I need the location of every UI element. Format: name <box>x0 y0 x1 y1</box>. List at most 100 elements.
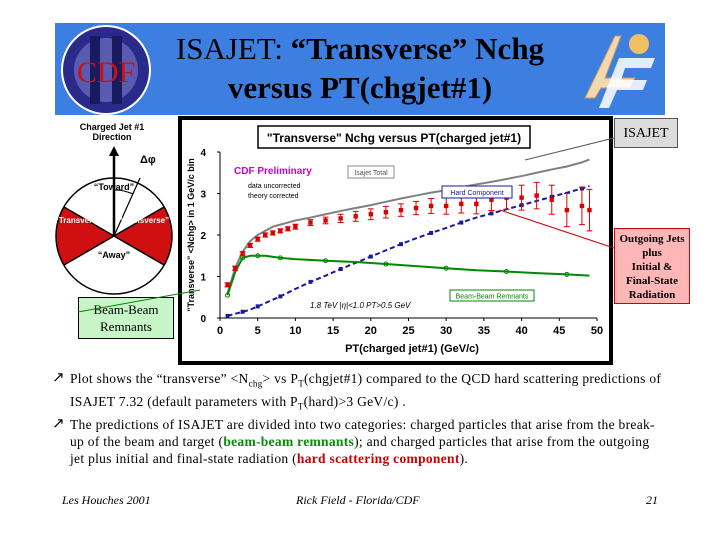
bb-remnants-box <box>449 289 535 302</box>
hard-component-point <box>255 304 260 309</box>
transverse-right-label: “Transverse” <box>118 216 170 225</box>
isajet-tag: ISAJET <box>614 118 678 148</box>
title-line1: “Transverse” Nchg <box>290 31 545 66</box>
footer-center: Rick Field - Florida/CDF <box>296 493 420 507</box>
x-tick-label: 50 <box>591 325 603 337</box>
hard-component-point <box>459 220 464 225</box>
data-point <box>459 201 464 207</box>
y-tick-label: 0 <box>200 314 206 325</box>
chart-title-box <box>257 125 531 149</box>
series-line-isajet-total <box>226 158 590 294</box>
x-tick-label: 45 <box>553 325 565 337</box>
data-point <box>564 207 570 213</box>
x-tick-label: 25 <box>402 325 414 337</box>
cdf-logo: CDF <box>61 25 151 115</box>
uncorrected-label: data uncorrected <box>248 183 301 190</box>
beam-beam-point <box>225 292 231 298</box>
data-point <box>368 212 373 217</box>
x-tick-label: 10 <box>289 325 301 337</box>
hard-component-point <box>225 313 230 318</box>
bb-remnants-label: Beam-Beam Remnants <box>456 294 529 301</box>
isajet-total-label: Isajet Total <box>354 170 388 177</box>
hard-component-box <box>441 185 513 199</box>
title-prefix: ISAJET: <box>175 31 291 66</box>
bullet-arrow-icon: ↗ <box>52 415 65 432</box>
hard-component-point <box>308 279 313 284</box>
hard-component-label: Hard Component <box>450 190 503 197</box>
beam-beam-point <box>383 261 389 267</box>
direction-diagram: Charged Jet #1 Direction Δφ “Toward” “Tra… <box>48 118 178 298</box>
data-point <box>338 216 343 221</box>
isajet-total-box <box>347 165 395 179</box>
dphi-label: Δφ <box>140 154 156 166</box>
cdf-logo-text: CDF <box>77 56 135 89</box>
beam-beam-callout: Beam-Beam Remnants <box>78 297 174 339</box>
title-line2: versus PT(chgjet#1) <box>227 70 493 105</box>
data-point <box>534 193 539 198</box>
data-point <box>255 236 260 242</box>
footer-left: Les Houches 2001 <box>62 493 151 507</box>
x-tick-label: 5 <box>255 325 261 337</box>
y-axis-label: "Transverse" <Nchg> in 1 GeV/c bin <box>186 158 196 312</box>
data-point <box>587 207 592 213</box>
x-tick-label: 20 <box>365 325 377 337</box>
jet-direction-label: Charged Jet #1 Direction <box>79 122 145 142</box>
bullet-arrow-icon: ↗ <box>52 370 65 386</box>
bullet-2: ↗ The predictions of ISAJET are divided … <box>52 415 655 467</box>
partner-logo <box>575 28 661 112</box>
bullet-1: ↗ Plot shows the “transverse” <Nchg> vs … <box>52 370 662 412</box>
data-point <box>444 203 449 209</box>
x-tick-label: 40 <box>515 325 527 337</box>
data-point <box>240 251 245 256</box>
data-point <box>489 197 494 202</box>
data-point <box>323 218 328 223</box>
x-tick-label: 35 <box>478 325 490 337</box>
x-tick-label: 15 <box>327 325 339 337</box>
transverse-left-label: “Transverse” <box>54 216 106 225</box>
y-tick-label: 1 <box>200 273 206 284</box>
series-line-beam-beam-remnants <box>226 254 590 296</box>
slide-title: ISAJET: “Transverse” Nchg versus PT(chgj… <box>150 30 570 108</box>
data-point <box>428 203 434 209</box>
hard-component-point <box>240 309 245 314</box>
cuts-label: 1.8 TeV |η|<1.0 PT>0.5 GeV <box>310 301 411 310</box>
y-tick-label: 4 <box>200 148 206 159</box>
hard-component-point <box>338 267 343 272</box>
hard-component-point <box>429 230 434 235</box>
chart-title: "Transverse" Nchg versus PT(charged jet#… <box>267 131 521 145</box>
y-tick-label: 3 <box>200 190 206 201</box>
data-point <box>398 207 404 213</box>
data-point <box>270 230 275 236</box>
data-point <box>247 243 253 248</box>
data-point <box>225 282 230 287</box>
data-point <box>285 226 291 231</box>
beam-beam-point <box>277 255 283 261</box>
bullet-list: ↗ Plot shows the “transverse” <Nchg> vs … <box>52 370 662 467</box>
away-label: “Away” <box>97 250 131 260</box>
data-point <box>519 195 524 200</box>
beam-beam-point <box>323 258 329 264</box>
x-axis-label: PT(charged jet#1) (GeV/c) <box>345 343 479 355</box>
data-point <box>278 228 283 234</box>
x-tick-label: 0 <box>217 325 223 337</box>
data-point <box>549 197 554 202</box>
data-point <box>263 232 268 238</box>
data-point <box>579 203 585 209</box>
chart-svg: "Transverse" Nchg versus PT(charged jet#… <box>186 125 603 355</box>
beam-beam-point <box>564 271 570 277</box>
beam-beam-point <box>504 269 510 275</box>
hard-component-point <box>489 211 494 216</box>
series-line-hard-component <box>227 185 590 317</box>
chart-panel: "Transverse" Nchg versus PT(charged jet#… <box>182 120 609 361</box>
y-tick-label: 2 <box>200 231 206 242</box>
outgoing-jets-callout: Outgoing Jets plus Initial & Final-State Rad… <box>614 228 690 304</box>
footer-page-number: 21 <box>646 493 658 507</box>
data-point <box>293 224 298 229</box>
data-point <box>308 220 313 225</box>
data-point <box>383 209 389 215</box>
x-tick-label: 30 <box>440 325 452 337</box>
title-bar <box>55 23 665 115</box>
toward-label: “Toward” <box>93 182 135 192</box>
direction-pie <box>55 146 173 295</box>
beam-beam-point <box>443 265 449 271</box>
